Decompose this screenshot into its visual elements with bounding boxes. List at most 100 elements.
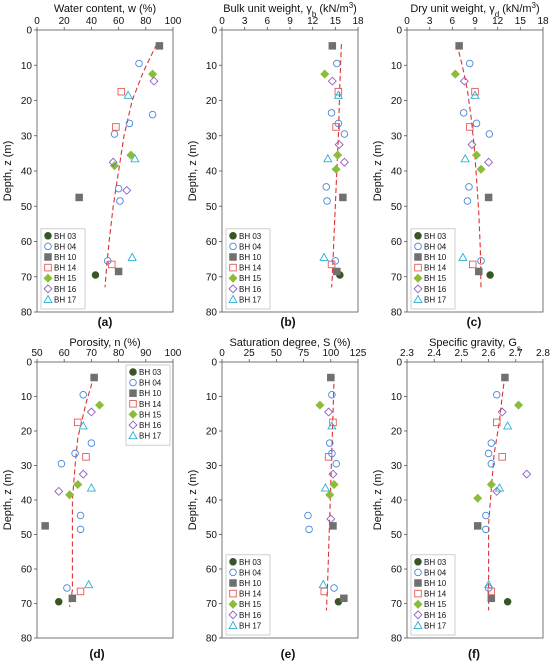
data-point	[328, 469, 338, 479]
x-tick-label: 18	[352, 16, 364, 27]
data-point	[78, 420, 88, 430]
chart-panel: 0 3 6 9 12 15 18 0 10 20 30 40 50 60 70 80 Dry unit weig…	[372, 1, 549, 330]
legend-label: BH 14	[239, 264, 262, 273]
x-tick-label: 12	[307, 16, 319, 27]
data-point	[340, 130, 349, 138]
x-axis-title-part: 3	[349, 1, 354, 10]
y-tick-label: 0	[396, 358, 402, 369]
y-tick-label: 20	[206, 96, 218, 107]
legend-marker	[414, 253, 422, 261]
data-point	[459, 109, 468, 117]
data-point	[501, 373, 509, 382]
data-point	[90, 373, 98, 382]
legend-label: BH 03	[54, 232, 77, 241]
legend-marker	[413, 620, 423, 629]
data-point	[68, 594, 77, 603]
y-tick-label: 60	[391, 565, 403, 576]
data-point	[114, 267, 123, 276]
y-tick-label: 20	[206, 427, 218, 438]
x-axis-title-part: s	[517, 344, 521, 353]
x-tick-label: 50	[31, 348, 43, 359]
data-point	[331, 164, 341, 174]
data-point	[486, 479, 496, 490]
legend-marker	[228, 620, 238, 629]
data-point	[477, 257, 485, 265]
data-point	[467, 140, 477, 150]
legend-marker	[414, 579, 422, 587]
y-axis-title: Depth, z (m)	[2, 470, 14, 531]
data-point	[476, 164, 486, 174]
data-point	[109, 161, 120, 171]
legend-marker	[414, 589, 422, 598]
y-axis-title: Depth, z (m)	[372, 141, 384, 202]
legend-marker	[43, 284, 53, 294]
legend-marker	[229, 568, 237, 577]
y-tick-label: 30	[391, 461, 403, 472]
x-tick-label: 2.4	[427, 348, 441, 359]
y-tick-label: 80	[391, 634, 403, 645]
data-point	[116, 197, 124, 205]
data-point	[494, 483, 505, 492]
legend-label: BH 17	[139, 432, 162, 441]
legend-marker	[43, 273, 53, 283]
chart-panel: 2.3 2.4 2.5 2.6 2.7 2.8 0 10 20 30 40 50 60 70 80 Speci…	[372, 337, 550, 661]
data-point	[123, 90, 133, 99]
data-point	[322, 183, 331, 191]
x-tick-label: 0	[219, 348, 225, 359]
data-point	[327, 420, 337, 430]
chart-panel: 0 3 6 9 12 15 18 0 10 20 30 40 50 60 70 80 Bulk unit wei…	[187, 1, 364, 330]
x-tick-label: 3	[242, 16, 248, 27]
data-point	[330, 584, 338, 592]
y-tick-label: 70	[21, 599, 33, 610]
data-point	[148, 69, 158, 79]
panel-label: (d)	[89, 647, 104, 661]
x-axis-title-part: 3	[532, 1, 537, 10]
x-tick-label: 2.8	[536, 348, 550, 359]
data-point	[87, 439, 96, 447]
x-axis-title-part: b	[312, 10, 317, 19]
y-tick-label: 80	[391, 308, 403, 319]
data-point	[487, 439, 496, 447]
y-tick-label: 10	[391, 61, 403, 72]
data-point	[108, 157, 118, 167]
x-tick-label: 20	[59, 16, 71, 27]
data-point	[498, 453, 506, 461]
legend-label: BH 17	[424, 621, 447, 630]
legend-marker	[413, 610, 423, 620]
y-axis-title: Depth, z (m)	[187, 470, 199, 531]
data-point	[82, 453, 90, 461]
data-point	[304, 511, 312, 520]
legend-label: BH 04	[54, 242, 77, 251]
data-point	[114, 184, 123, 193]
y-tick-label: 50	[206, 530, 218, 541]
panel-label: (e)	[281, 647, 296, 661]
x-tick-label: 0	[34, 16, 40, 27]
legend-label: BH 17	[239, 621, 262, 630]
data-point	[75, 193, 83, 202]
data-point	[486, 271, 494, 279]
legend-marker	[414, 568, 422, 577]
x-tick-label: 12	[492, 16, 504, 27]
legend-label: BH 04	[424, 568, 447, 577]
x-tick-label: 80	[113, 348, 125, 359]
data-point	[320, 483, 331, 492]
x-tick-label: 0	[404, 16, 410, 27]
x-axis-title-part: Porosity, n (%)	[69, 337, 140, 349]
data-point	[333, 150, 343, 160]
y-tick-label: 10	[21, 61, 33, 72]
legend-label: BH 03	[424, 232, 447, 241]
legend-marker	[129, 378, 137, 387]
data-point	[54, 486, 64, 496]
data-point	[108, 260, 116, 269]
y-tick-label: 30	[21, 131, 33, 142]
data-point	[458, 252, 468, 261]
y-tick-label: 0	[26, 26, 32, 37]
x-tick-label: 15	[330, 16, 342, 27]
data-point	[327, 76, 337, 86]
data-point	[460, 153, 470, 163]
legend-label: BH 14	[239, 590, 262, 599]
data-point	[74, 418, 82, 427]
data-point	[328, 391, 336, 399]
